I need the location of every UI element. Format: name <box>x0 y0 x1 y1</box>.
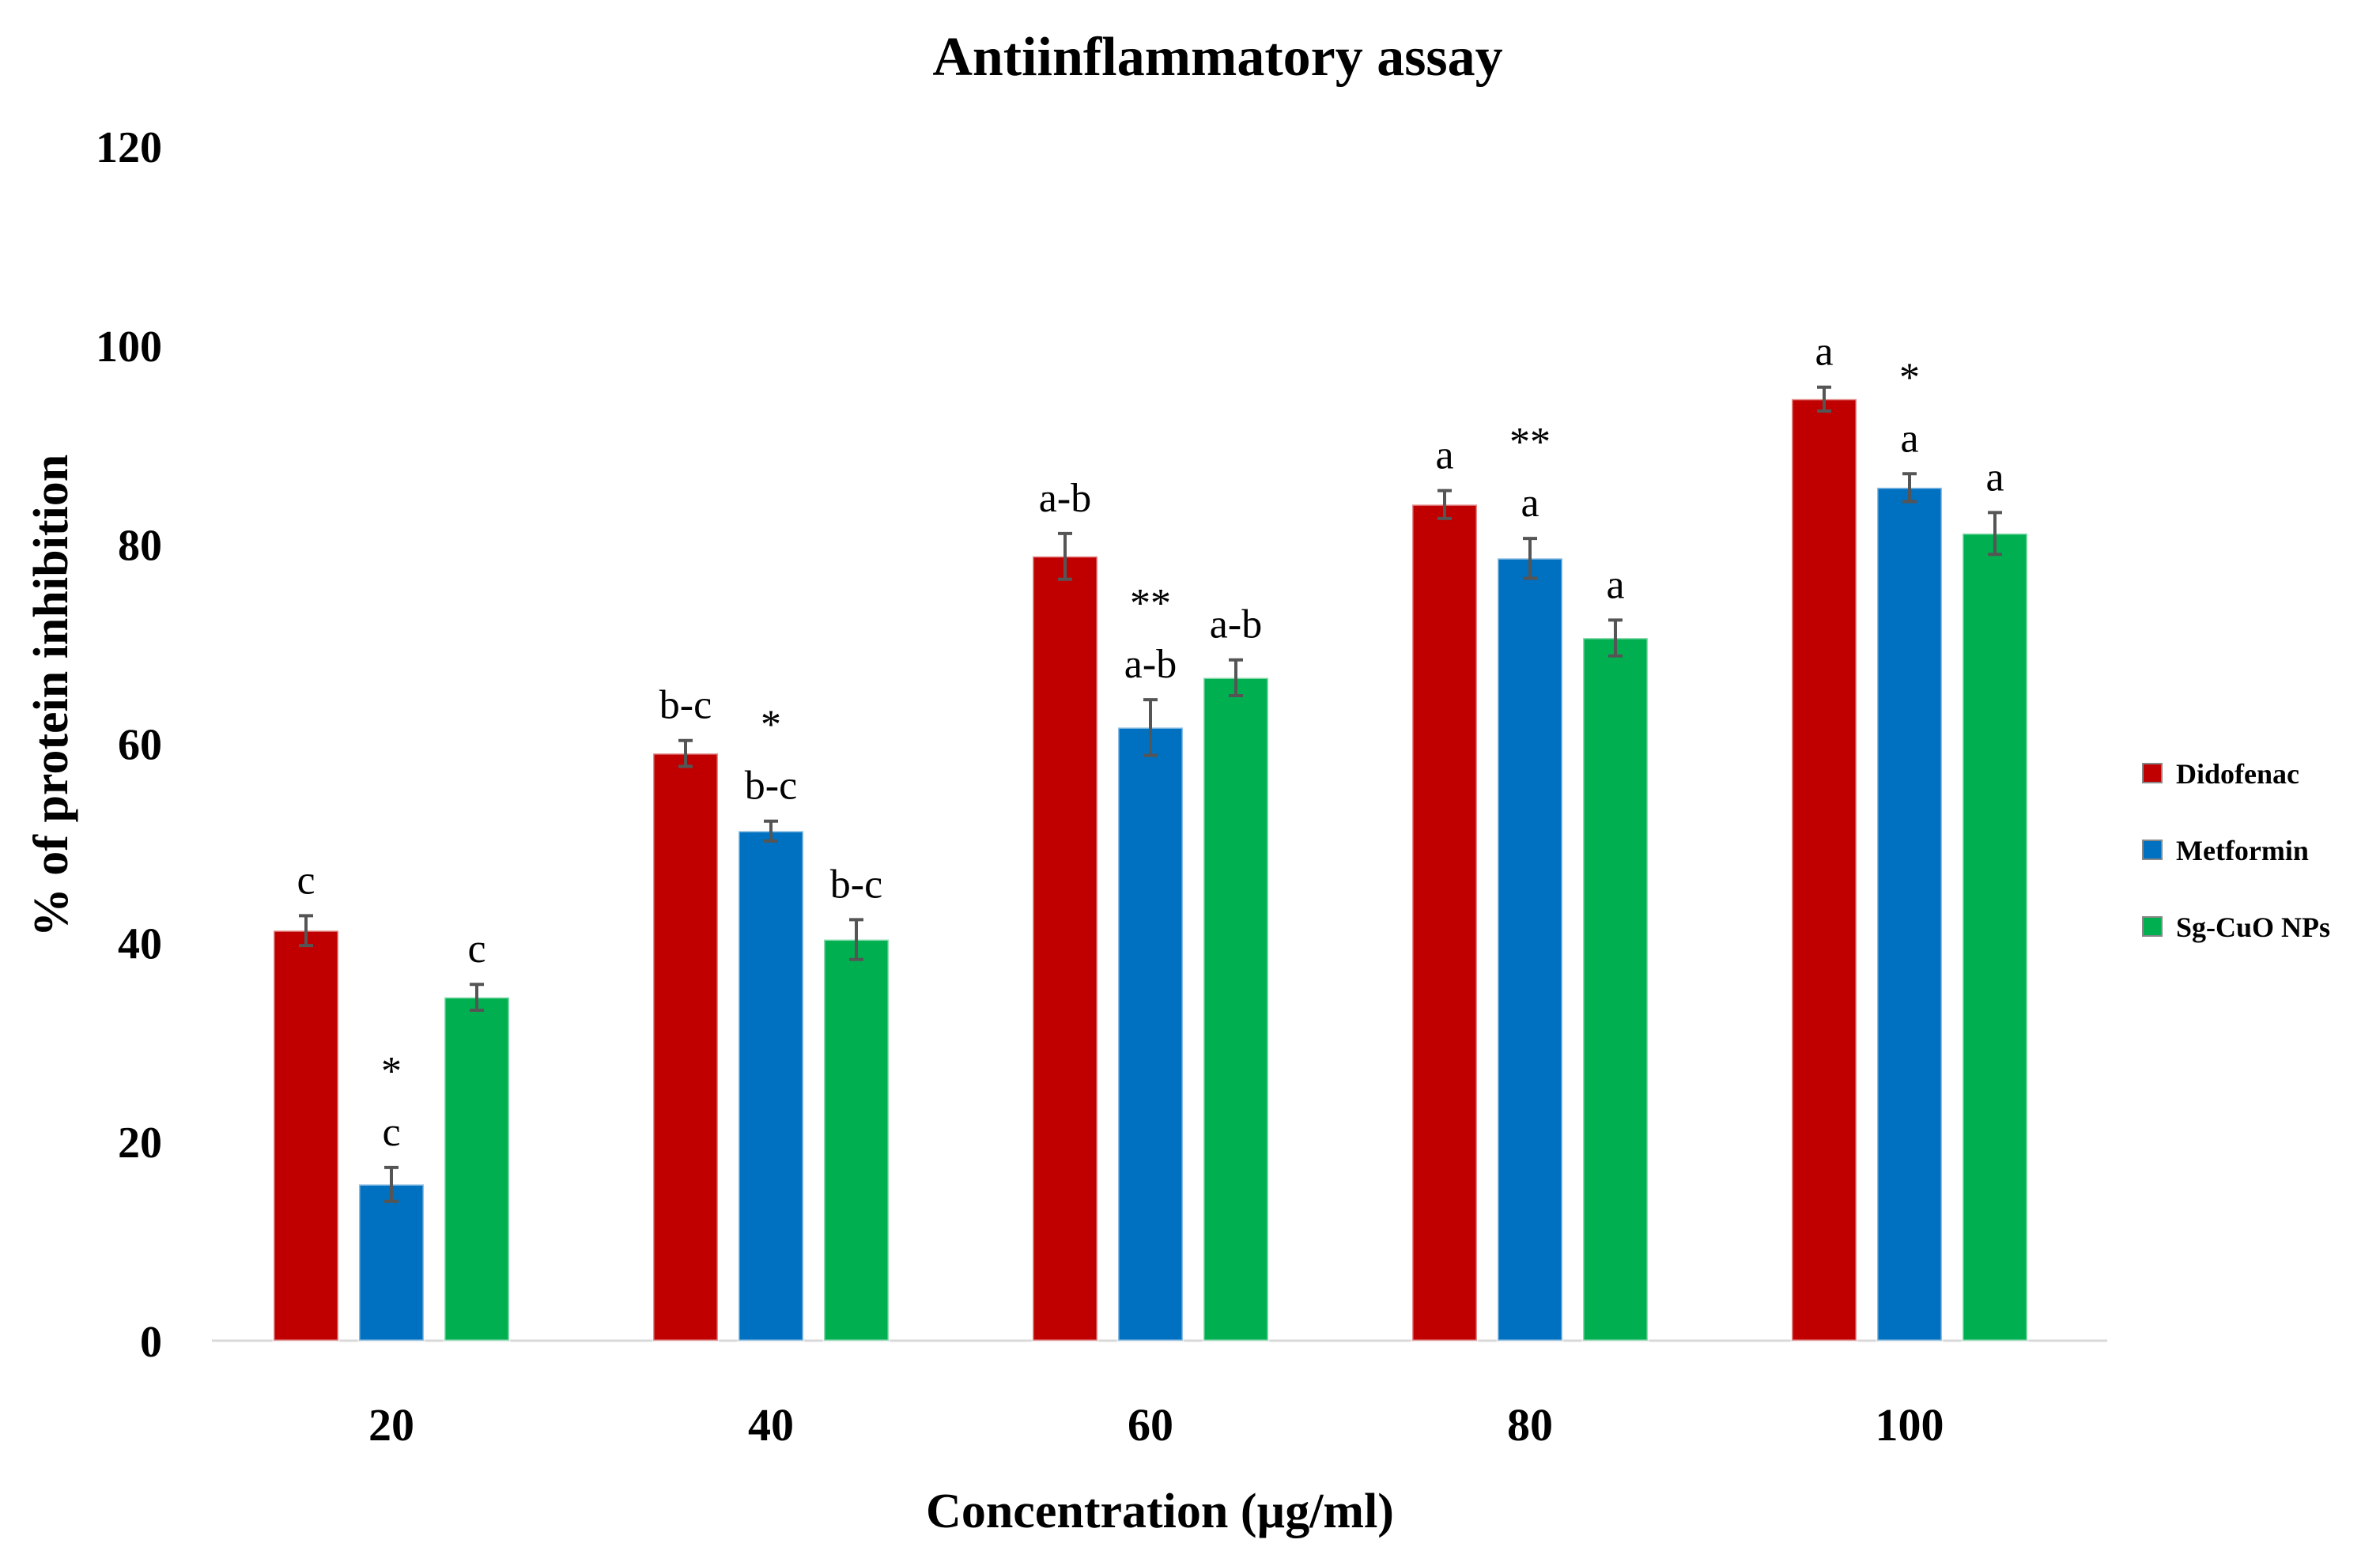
error-bar <box>678 738 693 768</box>
error-bar <box>1902 472 1917 504</box>
significance-marker: * <box>1899 355 1920 400</box>
x-tick-label: 80 <box>1507 1399 1553 1451</box>
chart-title: Antiinflammatory assay <box>932 27 1502 88</box>
y-tick-label: 80 <box>118 522 162 571</box>
bar <box>272 929 340 1342</box>
legend-item: Metformin <box>2142 835 2309 866</box>
series-metformin: c * b-c * a-b ** a ** a * <box>357 355 1944 1342</box>
significance-marker: * <box>761 703 781 748</box>
y-tick-label: 0 <box>140 1318 162 1367</box>
error-bar <box>1058 531 1072 581</box>
bar <box>443 996 511 1342</box>
legend-swatch <box>2142 840 2163 860</box>
bar <box>1581 636 1649 1342</box>
y-axis-title: % of protein inhibition <box>25 455 78 937</box>
significance-label: a <box>1435 433 1453 478</box>
legend-label: Didofenac <box>2176 758 2299 790</box>
significance-label: b-c <box>745 764 797 809</box>
error-bar <box>470 983 484 1012</box>
x-axis-ticks: 20 40 60 80 100 <box>368 1399 1944 1451</box>
error-bar <box>1608 618 1623 658</box>
significance-label: a-b <box>1124 642 1177 687</box>
y-tick-label: 40 <box>118 919 162 968</box>
error-bar <box>1229 658 1243 698</box>
y-tick-label: 100 <box>96 323 162 372</box>
significance-label: a <box>1521 481 1539 526</box>
bar <box>1031 555 1099 1342</box>
legend-item: Didofenac <box>2142 758 2299 790</box>
x-axis-title: Concentration (µg/ml) <box>926 1485 1394 1538</box>
significance-label: a <box>1606 562 1624 607</box>
x-tick-label: 40 <box>748 1399 794 1451</box>
error-bar <box>299 914 313 948</box>
significance-label: b-c <box>659 683 712 728</box>
bar <box>1202 676 1270 1342</box>
error-bar <box>764 819 778 843</box>
significance-marker: ** <box>1509 420 1551 465</box>
legend-label: Sg-CuO NPs <box>2176 911 2330 943</box>
legend-swatch <box>2142 916 2163 937</box>
error-bar <box>1817 385 1831 413</box>
error-bar <box>1988 511 2002 557</box>
error-bar <box>1437 489 1452 520</box>
bar <box>1496 557 1564 1342</box>
bar <box>822 938 890 1342</box>
significance-label: a-b <box>1039 476 1091 521</box>
error-bar <box>384 1165 399 1203</box>
x-tick-label: 100 <box>1876 1399 1944 1451</box>
significance-label: c <box>382 1110 400 1155</box>
y-tick-label: 120 <box>96 123 162 172</box>
significance-label: a <box>1900 416 1918 461</box>
significance-marker: ** <box>1130 581 1171 626</box>
bars: c b-c a-b a a c * b-c * a-b ** a ** a * c b-c a-b a a <box>272 330 2029 1342</box>
legend: Didofenac Metformin Sg-CuO NPs <box>2142 758 2330 943</box>
series-didofenac: c b-c a-b a a <box>272 330 1858 1342</box>
x-tick-label: 60 <box>1128 1399 1173 1451</box>
bar <box>1876 486 1944 1342</box>
bar <box>1116 726 1184 1342</box>
bar <box>357 1183 425 1342</box>
significance-label: b-c <box>830 862 882 907</box>
significance-label: c <box>467 926 485 972</box>
series-sg-cuo-nps: c b-c a-b a a <box>443 455 2029 1342</box>
bar <box>652 752 720 1342</box>
significance-label: c <box>297 858 315 903</box>
significance-label: a <box>1815 330 1833 375</box>
y-axis-ticks: 0 20 40 60 80 100 120 <box>96 123 162 1367</box>
y-tick-label: 20 <box>118 1119 162 1168</box>
legend-label: Metformin <box>2176 835 2309 866</box>
legend-item: Sg-CuO NPs <box>2142 911 2330 943</box>
legend-swatch <box>2142 763 2163 783</box>
bar <box>737 829 805 1342</box>
significance-label: a <box>1985 455 2004 500</box>
y-tick-label: 60 <box>118 721 162 770</box>
x-tick-label: 20 <box>368 1399 414 1451</box>
bar <box>1961 532 2029 1342</box>
significance-marker: * <box>381 1049 402 1094</box>
error-bar <box>1143 698 1158 757</box>
bar <box>1411 503 1479 1342</box>
bar <box>1790 398 1858 1342</box>
error-bar <box>1523 537 1537 580</box>
error-bar <box>849 918 863 961</box>
significance-label: a-b <box>1210 602 1262 647</box>
